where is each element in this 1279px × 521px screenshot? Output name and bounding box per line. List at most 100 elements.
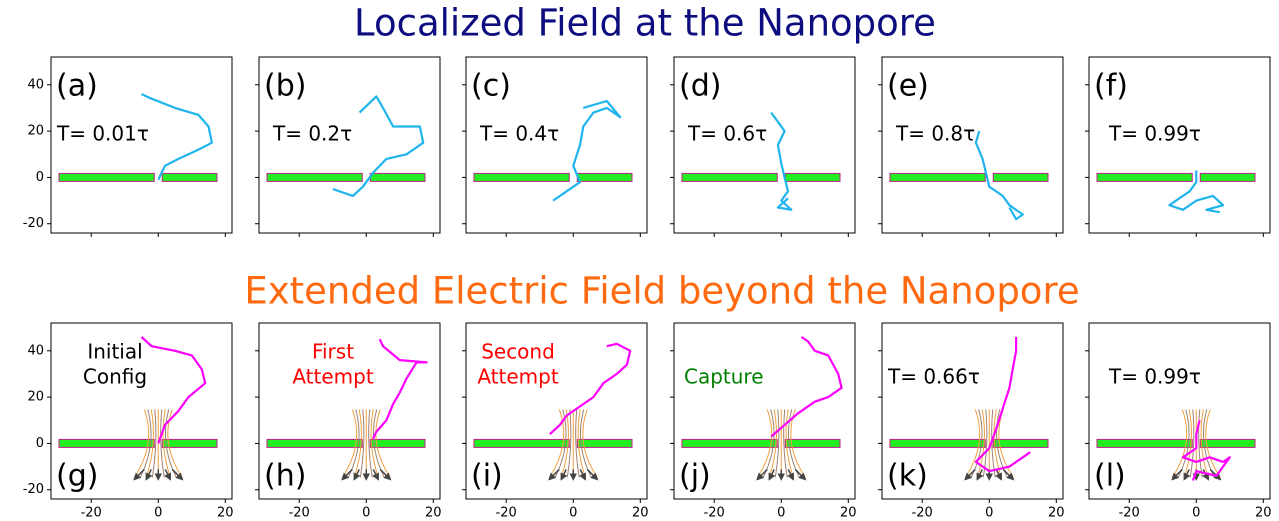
x-tick-label: 20 bbox=[840, 506, 857, 521]
membrane bbox=[681, 172, 778, 182]
membrane bbox=[369, 172, 426, 182]
panel-label: (i) bbox=[471, 459, 503, 494]
field-line bbox=[1205, 409, 1221, 478]
trajectory bbox=[770, 111, 793, 211]
y-tick-label: 40 bbox=[27, 77, 44, 92]
field-arrow bbox=[560, 469, 568, 481]
membrane bbox=[784, 438, 841, 448]
field-arrow bbox=[794, 468, 807, 481]
membrane bbox=[576, 172, 633, 182]
plot-frame bbox=[258, 322, 441, 500]
annotation: T= 0.99τ bbox=[1108, 122, 1201, 146]
plot-frame bbox=[1088, 322, 1271, 500]
field-arrow bbox=[372, 469, 379, 481]
field-arrow bbox=[787, 469, 794, 481]
field-arrow bbox=[964, 468, 976, 481]
field-line bbox=[151, 409, 157, 478]
panel: -20 0 20 (l) T= 0.99τ bbox=[1085, 322, 1272, 521]
membrane bbox=[473, 172, 570, 182]
membrane bbox=[784, 172, 841, 182]
membrane bbox=[58, 172, 155, 182]
field-arrow bbox=[1183, 469, 1191, 481]
field-line bbox=[1198, 409, 1203, 478]
field-line bbox=[375, 409, 391, 478]
plot-frame bbox=[673, 56, 856, 234]
trajectory bbox=[974, 130, 1024, 221]
field-line bbox=[167, 409, 183, 478]
trajectory bbox=[1181, 420, 1231, 481]
x-tick-label: 0 bbox=[1192, 506, 1200, 521]
trajectory bbox=[140, 336, 207, 444]
field-line bbox=[783, 409, 788, 478]
field-line bbox=[1183, 409, 1192, 478]
y-tick-label: 40 bbox=[27, 343, 44, 358]
membrane bbox=[58, 438, 155, 448]
membrane bbox=[1199, 438, 1256, 448]
panel: (f) T= 0.99τ bbox=[1085, 56, 1271, 237]
trajectory bbox=[770, 335, 843, 438]
field-line bbox=[982, 409, 988, 478]
field-line bbox=[976, 409, 985, 478]
x-tick-label: 0 bbox=[569, 506, 577, 521]
x-tick-label: -20 bbox=[912, 506, 933, 521]
plot-frame bbox=[258, 56, 441, 234]
trajectory bbox=[332, 95, 425, 197]
field-arrow bbox=[164, 469, 171, 481]
panel-label: (k) bbox=[887, 459, 928, 494]
annotation: T= 0.01τ bbox=[56, 122, 149, 146]
x-tick-label: -20 bbox=[81, 506, 102, 521]
field-line bbox=[566, 409, 572, 478]
field-arrow bbox=[579, 469, 586, 481]
x-tick-label: 0 bbox=[154, 506, 162, 521]
field-arrow bbox=[995, 469, 1002, 481]
plot-frame bbox=[50, 56, 233, 234]
membrane bbox=[992, 172, 1049, 182]
field-arrow bbox=[768, 469, 776, 481]
plot-frame bbox=[673, 322, 856, 500]
panel: -20 0 20 (j) Capture bbox=[670, 322, 857, 521]
membrane bbox=[369, 438, 426, 448]
field-line bbox=[1171, 409, 1188, 478]
field-line bbox=[1200, 409, 1209, 478]
x-tick-label: 20 bbox=[1255, 506, 1272, 521]
panel-label: (h) bbox=[264, 459, 306, 494]
trajectory bbox=[141, 93, 213, 181]
x-tick-label: 20 bbox=[425, 506, 442, 521]
panel-label: (l) bbox=[1094, 459, 1126, 494]
y-tick-label: -20 bbox=[23, 482, 44, 497]
panel-label: (d) bbox=[679, 69, 721, 104]
panel-label: (f) bbox=[1094, 69, 1128, 104]
panel-label: (g) bbox=[56, 459, 98, 494]
field-arrow bbox=[756, 468, 768, 481]
x-tick-label: 0 bbox=[362, 506, 370, 521]
field-line bbox=[162, 409, 171, 478]
plot-frame bbox=[881, 56, 1064, 234]
y-tick-label: 0 bbox=[36, 436, 44, 451]
field-line bbox=[359, 409, 365, 478]
field-line bbox=[774, 409, 780, 478]
annotation: Config bbox=[83, 365, 147, 389]
y-tick-label: 0 bbox=[36, 170, 44, 185]
field-line bbox=[575, 409, 580, 478]
field-line bbox=[790, 409, 806, 478]
x-tick-label: 20 bbox=[632, 506, 649, 521]
field-arrow bbox=[548, 468, 560, 481]
field-line bbox=[993, 409, 1002, 478]
field-line bbox=[785, 409, 794, 478]
field-line bbox=[577, 409, 586, 478]
annotation: T= 0.6τ bbox=[687, 122, 767, 146]
field-arrow bbox=[353, 469, 361, 481]
membrane bbox=[889, 438, 986, 448]
annotation: First bbox=[312, 340, 354, 364]
x-tick-label: 0 bbox=[985, 506, 993, 521]
field-line bbox=[341, 409, 358, 478]
annotation: T= 0.2τ bbox=[272, 122, 352, 146]
membrane bbox=[161, 438, 218, 448]
trajectory bbox=[974, 336, 1031, 473]
field-arrow bbox=[145, 469, 153, 481]
annotation: Second bbox=[481, 340, 555, 364]
field-arrow bbox=[1002, 468, 1015, 481]
membrane bbox=[1096, 438, 1193, 448]
